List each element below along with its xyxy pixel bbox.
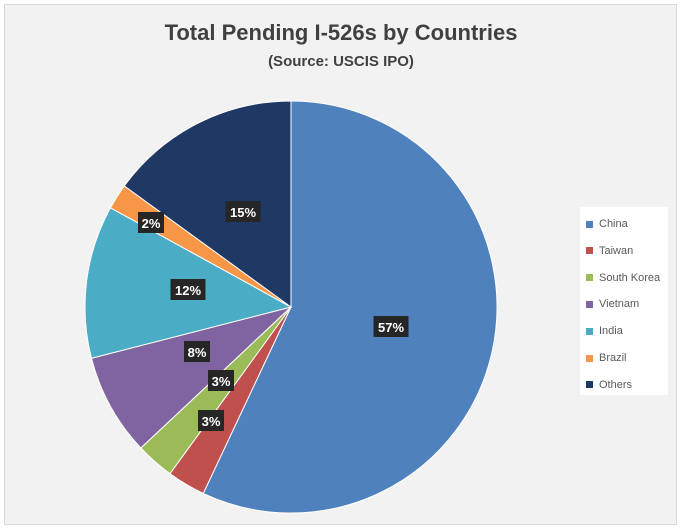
legend-label: Others (599, 378, 633, 391)
data-label-brazil: 2% (138, 212, 164, 233)
data-label-taiwan: 3% (198, 410, 224, 431)
svg-text:3%: 3% (202, 414, 221, 429)
legend-swatch (586, 220, 593, 228)
pie-slice-vietnam (90, 306, 292, 449)
svg-text:8%: 8% (188, 345, 207, 360)
legend-item-china: China (586, 216, 628, 232)
data-label-others: 15% (225, 201, 261, 222)
legend-swatch (586, 381, 593, 389)
legend: China Taiwan South Korea Vietnam India Brazil… (580, 207, 668, 395)
legend-label: Brazil (599, 352, 627, 364)
svg-text:3%: 3% (212, 374, 231, 389)
legend-label: South Korea (599, 271, 661, 284)
legend-label: Vietnam (599, 298, 640, 311)
svg-text:15%: 15% (230, 205, 256, 220)
svg-text:12%: 12% (175, 283, 201, 298)
legend-swatch (586, 300, 593, 308)
chart-subtitle: (Source: USCIS IPO) (268, 53, 414, 70)
legend-item-vietnam: Vietnam (586, 296, 639, 312)
chart-title: Total Pending I-526s by Countries (164, 20, 518, 45)
data-label-south-korea: 3% (208, 370, 234, 391)
data-label-china: 57% (373, 316, 409, 337)
legend-item-south-korea: South Korea (586, 270, 660, 286)
legend-label: China (599, 218, 628, 230)
legend-item-brazil: Brazil (586, 350, 627, 366)
data-label-india: 12% (170, 279, 206, 300)
legend-item-others: Others (586, 377, 632, 393)
legend-label: India (599, 325, 623, 338)
pie-slice-others (123, 100, 292, 308)
data-label-vietnam: 8% (184, 341, 210, 362)
legend-swatch (586, 247, 593, 255)
legend-item-taiwan: Taiwan (586, 243, 633, 259)
legend-item-india: India (586, 323, 623, 339)
pie-slice-china (202, 100, 498, 514)
legend-swatch (586, 327, 593, 335)
svg-text:57%: 57% (378, 320, 404, 335)
svg-text:2%: 2% (142, 216, 161, 231)
legend-swatch (586, 274, 593, 282)
legend-swatch (586, 354, 593, 362)
legend-label: Taiwan (599, 244, 634, 257)
